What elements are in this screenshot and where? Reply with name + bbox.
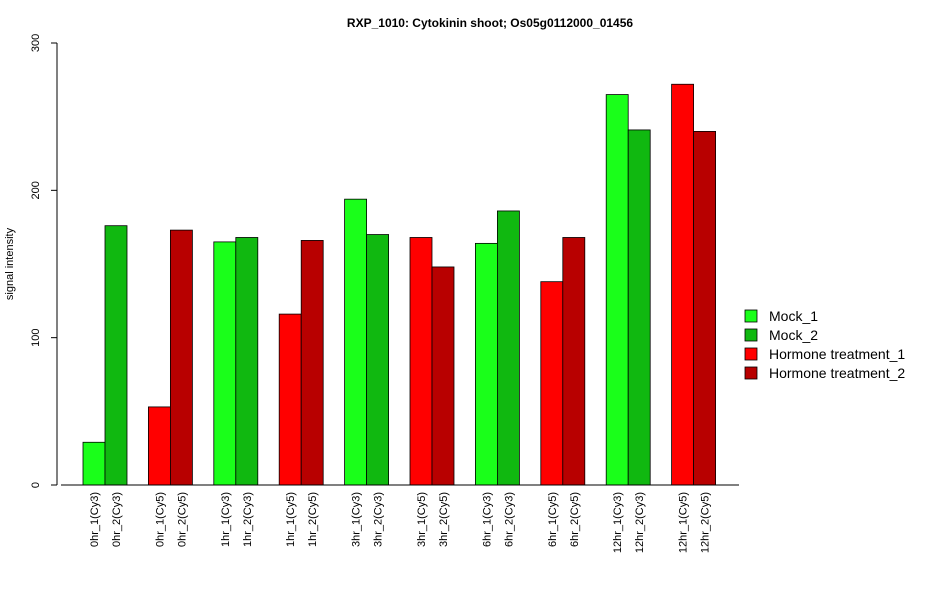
x-tick-label: 0hr_1(Cy5) xyxy=(154,492,166,547)
bar xyxy=(213,241,237,486)
bars xyxy=(82,83,716,486)
x-tick-label: 1hr_2(Cy3) xyxy=(242,492,254,547)
bar xyxy=(104,225,128,486)
x-tick-label: 6hr_2(Cy5) xyxy=(569,492,581,547)
x-tick-label: 6hr_2(Cy3) xyxy=(503,492,515,547)
legend: Mock_1 Mock_2 Hormone treatment_1 Hormone t… xyxy=(744,308,905,381)
bar xyxy=(605,94,629,486)
legend-swatch xyxy=(744,309,758,323)
x-tick-label: 3hr_2(Cy5) xyxy=(438,492,450,547)
bar xyxy=(409,237,433,486)
bar xyxy=(366,234,390,486)
bar xyxy=(671,83,694,486)
x-tick-labels: 0hr_1(Cy3) 0hr_2(Cy3) 0hr_1(Cy5) 0hr_2(Cy5)… xyxy=(89,492,712,553)
bar xyxy=(540,281,564,486)
legend-label: Mock_1 xyxy=(769,308,818,324)
bar xyxy=(693,130,716,486)
legend-label: Hormone treatment_2 xyxy=(769,365,905,381)
x-tick-label: 3hr_1(Cy5) xyxy=(416,492,428,547)
y-tick-label: 0 xyxy=(30,482,42,488)
bar xyxy=(474,242,498,486)
legend-swatch xyxy=(744,328,758,342)
legend-swatch xyxy=(744,347,758,361)
x-tick-label: 0hr_2(Cy3) xyxy=(111,492,123,547)
x-tick-label: 12hr_1(Cy3) xyxy=(612,492,624,553)
bar xyxy=(300,240,324,486)
x-tick-label: 1hr_1(Cy3) xyxy=(220,492,232,547)
legend-label: Mock_2 xyxy=(769,327,818,343)
bar xyxy=(344,198,368,486)
bar xyxy=(562,237,586,486)
bar xyxy=(496,210,520,486)
bar xyxy=(431,266,455,486)
x-tick-label: 12hr_1(Cy5) xyxy=(678,492,690,553)
x-tick-label: 6hr_1(Cy5) xyxy=(547,492,559,547)
x-tick-label: 0hr_2(Cy5) xyxy=(176,492,188,547)
bar xyxy=(82,441,106,486)
x-tick-label: 0hr_1(Cy3) xyxy=(89,492,101,547)
legend-label: Hormone treatment_1 xyxy=(769,346,905,362)
x-tick-label: 3hr_2(Cy3) xyxy=(373,492,385,547)
x-tick-label: 1hr_1(Cy5) xyxy=(285,492,297,547)
bar xyxy=(147,406,171,486)
y-tick-label: 100 xyxy=(30,328,42,346)
bar xyxy=(169,229,193,486)
x-tick-label: 12hr_2(Cy5) xyxy=(700,492,712,553)
bar xyxy=(627,129,651,486)
x-tick-label: 6hr_1(Cy3) xyxy=(481,492,493,547)
bar xyxy=(235,237,259,486)
y-axis: 0 100 200 300 xyxy=(30,34,58,488)
legend-swatch xyxy=(744,366,758,380)
x-tick-label: 1hr_2(Cy5) xyxy=(307,492,319,547)
bar xyxy=(278,313,302,486)
x-tick-label: 12hr_2(Cy3) xyxy=(634,492,646,553)
y-tick-label: 300 xyxy=(30,34,42,52)
y-axis-label: signal intensity xyxy=(4,227,16,300)
chart-title: RXP_1010: Cytokinin shoot; Os05g0112000_… xyxy=(347,16,633,30)
x-tick-label: 3hr_1(Cy3) xyxy=(351,492,363,547)
y-tick-label: 200 xyxy=(30,181,42,199)
